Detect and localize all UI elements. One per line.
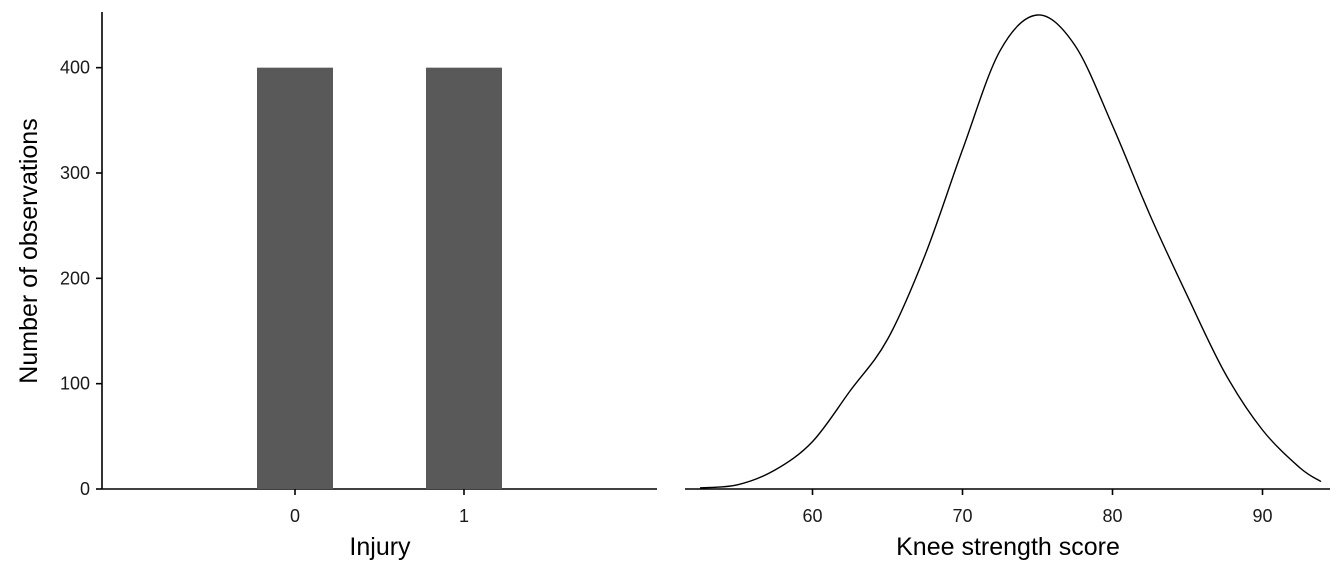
y-tick-label: 300 <box>60 163 90 183</box>
x-tick-label: 80 <box>1102 506 1122 526</box>
x-tick-label: 60 <box>802 506 822 526</box>
y-tick-label: 200 <box>60 268 90 288</box>
x-axis-title: Injury <box>349 533 411 561</box>
x-tick-label: 90 <box>1252 506 1272 526</box>
y-ticks: 0 100 200 300 400 <box>60 58 102 499</box>
density-chart-panel: 60 70 80 90 Knee strength score <box>685 14 1330 561</box>
x-tick-label: 1 <box>459 506 469 526</box>
y-axis-title: Number of observations <box>15 118 43 383</box>
y-tick-label: 0 <box>80 479 90 499</box>
bars <box>257 67 502 490</box>
y-tick-label: 100 <box>60 374 90 394</box>
y-tick-label: 400 <box>60 58 90 78</box>
x-axis-title: Knee strength score <box>896 533 1120 561</box>
x-tick-label: 0 <box>290 506 300 526</box>
bar-1 <box>425 67 502 490</box>
density-curve <box>699 14 1322 489</box>
bar-0 <box>257 67 334 490</box>
x-ticks: 60 70 80 90 <box>802 489 1273 526</box>
x-tick-label: 70 <box>952 506 972 526</box>
